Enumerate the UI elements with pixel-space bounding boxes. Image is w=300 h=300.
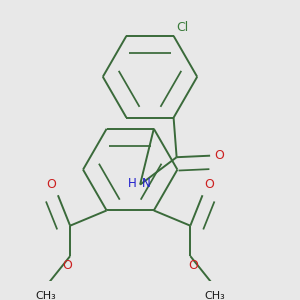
Text: O: O xyxy=(214,149,224,162)
Text: Cl: Cl xyxy=(176,21,188,34)
Text: O: O xyxy=(62,259,72,272)
Text: O: O xyxy=(204,178,214,191)
Text: H: H xyxy=(128,177,137,190)
Text: CH₃: CH₃ xyxy=(35,291,56,300)
Text: CH₃: CH₃ xyxy=(204,291,225,300)
Text: O: O xyxy=(46,178,56,191)
Text: N: N xyxy=(142,177,150,190)
Text: O: O xyxy=(188,259,198,272)
